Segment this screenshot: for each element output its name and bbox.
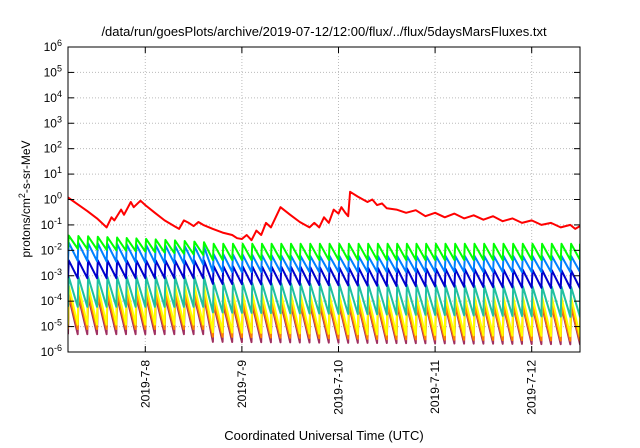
x-axis-label: Coordinated Universal Time (UTC)	[224, 428, 423, 443]
series-line	[68, 259, 580, 290]
chart-title: /data/run/goesPlots/archive/2019-07-12/1…	[101, 24, 547, 39]
x-tick-label: 2019-7-12	[525, 360, 539, 415]
x-tick-label: 2019-7-10	[331, 360, 345, 415]
x-axis: 2019-7-8 2019-7-9 2019-7-10 2019-7-11 2019-7…	[138, 47, 539, 415]
y-tick-label: 104	[44, 89, 62, 105]
series-line	[68, 241, 580, 273]
y-tick-label: 10-2	[41, 241, 62, 257]
x-tick-label: 2019-7-8	[138, 360, 152, 408]
y-tick-label: 10-1	[41, 216, 62, 232]
x-tick-label: 2019-7-9	[235, 360, 249, 408]
y-tick-label: 10-6	[41, 343, 62, 359]
series-line	[68, 234, 580, 261]
y-tick-label: 10-4	[41, 292, 62, 308]
y-tick-label: 105	[44, 63, 62, 79]
y-tick-label: 102	[44, 140, 62, 156]
series-line	[68, 292, 580, 342]
y-tick-label: 101	[44, 165, 62, 181]
x-tick-label: 2019-7-11	[428, 360, 442, 414]
y-tick-label: 103	[44, 114, 62, 130]
y-tick-label: 106	[44, 38, 62, 54]
y-axis: 10-6 10-5 10-4 10-3 10-2 10-1 100 101 102 103 104 1…	[41, 38, 580, 359]
series-line	[68, 284, 580, 338]
series-line	[68, 190, 580, 242]
series-layer	[68, 190, 580, 346]
y-tick-label: 10-3	[41, 267, 62, 283]
y-axis-label: protons/cm2-s-sr-MeV	[17, 140, 33, 257]
y-tick-label: 10-5	[41, 318, 62, 334]
series-line	[68, 275, 580, 318]
y-tick-label: 100	[44, 191, 62, 207]
